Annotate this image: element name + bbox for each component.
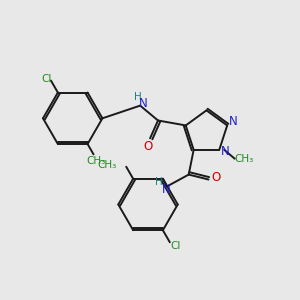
Text: N: N (229, 115, 238, 128)
Text: N: N (161, 183, 170, 196)
Text: CH₃: CH₃ (234, 154, 253, 164)
Text: Cl: Cl (171, 241, 181, 251)
Text: H: H (155, 176, 163, 187)
Text: CH₃: CH₃ (87, 156, 106, 166)
Text: CH₃: CH₃ (97, 160, 116, 170)
Text: O: O (143, 140, 153, 153)
Text: H: H (134, 92, 142, 102)
Text: N: N (221, 145, 230, 158)
Text: N: N (139, 97, 148, 110)
Text: O: O (212, 171, 221, 184)
Text: Cl: Cl (42, 74, 52, 84)
